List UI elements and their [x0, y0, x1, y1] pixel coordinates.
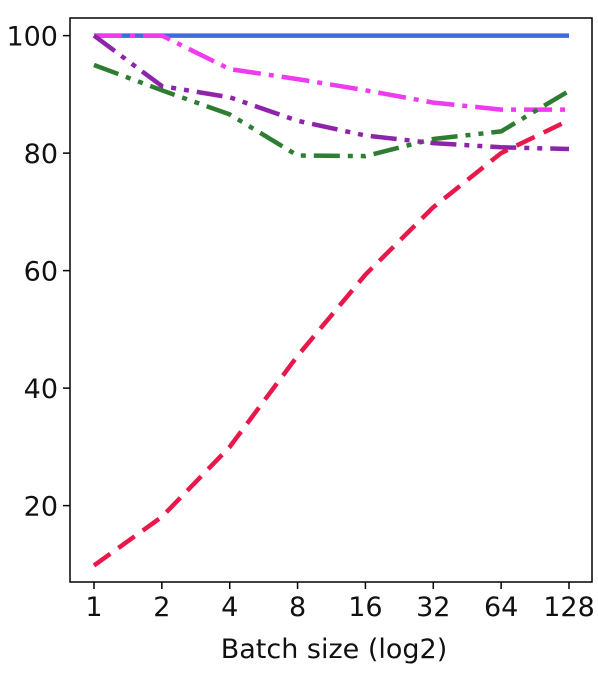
x-tick-label: 64 [484, 592, 518, 623]
x-tick-label: 128 [543, 592, 595, 623]
x-tick-label: 8 [289, 592, 306, 623]
series-line-3 [93, 62, 571, 159]
y-tick-label: 20 [24, 492, 58, 523]
y-tick-label: 100 [6, 22, 58, 53]
x-axis-label: Batch size (log2) [221, 634, 448, 665]
series-layer [92, 33, 571, 568]
plot-frame [69, 17, 593, 583]
series-line-4 [92, 33, 570, 152]
x-tick-label: 32 [416, 592, 450, 623]
x-tick-label: 1 [85, 592, 102, 623]
ticks-layer: 1 2 4 8 16 32 64 128 20 40 60 80 100 [6, 22, 594, 623]
x-tick-label: 16 [348, 592, 382, 623]
x-tick-label: 2 [153, 592, 170, 623]
series-line-2 [94, 33, 569, 112]
x-tick-label: 4 [221, 592, 238, 623]
y-tick-label: 60 [24, 257, 58, 288]
y-tick-label: 80 [24, 139, 58, 170]
y-tick-label: 40 [24, 374, 58, 405]
series-line-5 [92, 118, 570, 568]
